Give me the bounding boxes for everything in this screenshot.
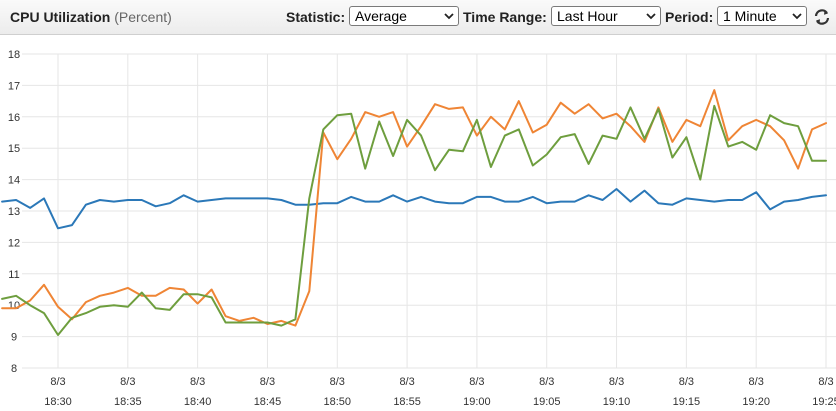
series-line-3 — [1, 104, 827, 336]
x-tick-date: 8/3 — [539, 376, 554, 388]
x-tick-date: 8/3 — [190, 376, 205, 388]
y-tick-label: 11 — [8, 269, 19, 281]
x-tick-time: 18:30 — [44, 396, 72, 408]
x-tick-date: 8/3 — [818, 376, 833, 388]
period-select[interactable]: 1 Minute — [717, 6, 807, 26]
y-tick-label: 13 — [8, 206, 20, 218]
x-tick-date: 8/3 — [50, 376, 65, 388]
chart-title-text: CPU Utilization — [10, 9, 111, 25]
x-tick-time: 18:55 — [393, 396, 421, 408]
x-tick-date: 8/3 — [609, 376, 624, 388]
y-tick-label: 8 — [11, 363, 17, 375]
y-tick-label: 15 — [8, 143, 20, 155]
x-tick-time: 19:15 — [673, 396, 701, 408]
x-tick-time: 18:35 — [114, 396, 142, 408]
statistic-value: Average — [355, 8, 407, 24]
x-tick-date: 8/3 — [330, 376, 345, 388]
x-tick-time: 19:25 — [812, 396, 836, 408]
x-tick-date: 8/3 — [260, 376, 275, 388]
x-tick-time: 18:50 — [324, 396, 352, 408]
chevron-down-icon — [444, 13, 454, 20]
x-tick-time: 19:10 — [603, 396, 631, 408]
time-range-select[interactable]: Last Hour — [551, 6, 661, 26]
period-value: 1 Minute — [723, 8, 777, 24]
y-tick-label: 14 — [8, 175, 20, 187]
time-range-value: Last Hour — [557, 8, 618, 24]
y-tick-label: 18 — [8, 49, 20, 61]
chart-unit: (Percent) — [114, 9, 172, 25]
x-tick-date: 8/3 — [399, 376, 414, 388]
chart-title: CPU Utilization (Percent) — [10, 9, 172, 25]
period-label: Period: — [665, 9, 714, 25]
x-tick-date: 8/3 — [469, 376, 484, 388]
y-tick-label: 12 — [8, 237, 20, 249]
y-tick-label: 9 — [11, 332, 17, 344]
x-tick-date: 8/3 — [679, 376, 694, 388]
cpu-utilization-chart: 891011121314151617188/318:308/318:358/31… — [1, 49, 836, 408]
chevron-down-icon — [646, 13, 656, 20]
chart-toolbar: CPU Utilization (Percent) Statistic: Ave… — [0, 0, 836, 35]
statistic-select[interactable]: Average — [349, 6, 459, 26]
x-tick-time: 19:20 — [742, 396, 770, 408]
statistic-label: Statistic: — [286, 9, 346, 25]
series-line-1 — [1, 188, 827, 230]
x-tick-time: 18:45 — [254, 396, 282, 408]
chevron-down-icon — [792, 13, 802, 20]
series-line-2 — [1, 89, 827, 327]
x-tick-date: 8/3 — [749, 376, 764, 388]
refresh-icon[interactable] — [812, 7, 832, 27]
x-tick-time: 19:00 — [463, 396, 491, 408]
y-tick-label: 17 — [8, 80, 20, 92]
time-range-label: Time Range: — [463, 9, 547, 25]
x-tick-time: 19:05 — [533, 396, 561, 408]
y-tick-label: 16 — [8, 112, 20, 124]
x-tick-date: 8/3 — [120, 376, 135, 388]
x-tick-time: 18:40 — [184, 396, 212, 408]
